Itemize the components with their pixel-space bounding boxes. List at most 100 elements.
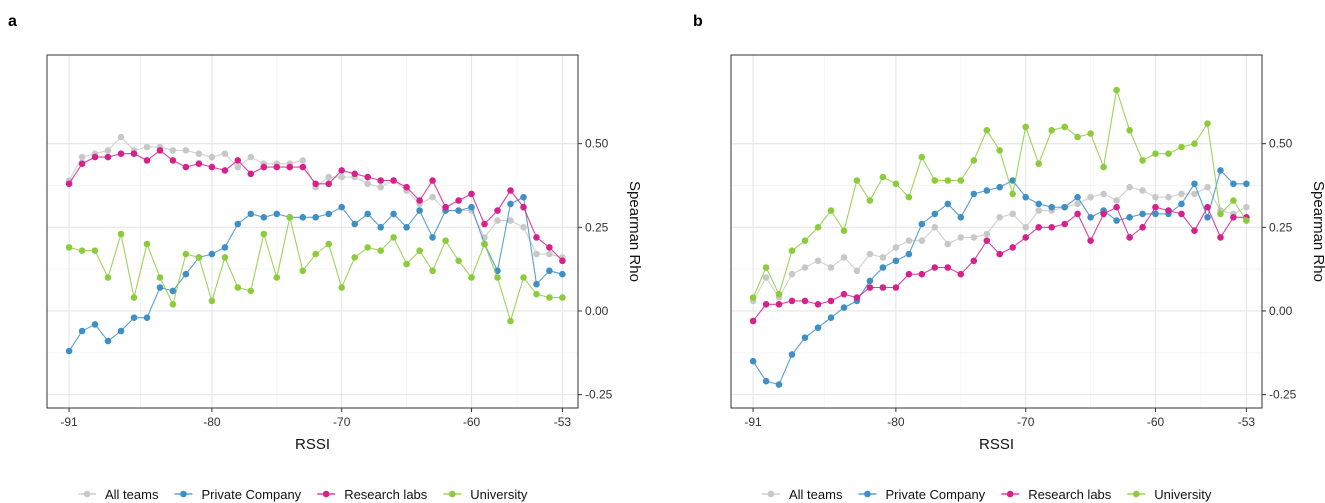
x-tick-label: -60 bbox=[463, 415, 481, 429]
data-point bbox=[1022, 224, 1029, 231]
data-point bbox=[1022, 234, 1029, 241]
data-point bbox=[429, 234, 436, 241]
y-tick-label: 0.50 bbox=[1269, 137, 1293, 151]
data-point bbox=[364, 181, 371, 188]
data-point bbox=[520, 274, 527, 281]
data-point bbox=[338, 284, 345, 291]
plot-border bbox=[731, 55, 1262, 408]
data-point bbox=[222, 254, 229, 261]
data-point bbox=[854, 268, 861, 275]
data-point bbox=[802, 237, 809, 244]
data-point bbox=[364, 174, 371, 181]
data-point bbox=[919, 237, 926, 244]
data-point bbox=[893, 181, 900, 188]
data-point bbox=[300, 214, 307, 221]
data-point bbox=[235, 164, 242, 171]
data-point bbox=[1126, 214, 1133, 221]
data-point bbox=[958, 177, 965, 184]
data-point bbox=[546, 244, 553, 251]
data-point bbox=[1048, 204, 1055, 211]
data-point bbox=[1191, 227, 1198, 234]
data-point bbox=[815, 301, 822, 308]
data-point bbox=[429, 268, 436, 275]
data-point bbox=[815, 324, 822, 331]
data-point bbox=[1165, 150, 1172, 157]
data-point bbox=[235, 284, 242, 291]
data-point bbox=[338, 204, 345, 211]
data-point bbox=[196, 254, 203, 261]
data-point bbox=[287, 214, 294, 221]
data-point bbox=[338, 174, 345, 181]
legend-label: University bbox=[1154, 487, 1212, 502]
data-point bbox=[546, 251, 553, 258]
legend-key-point bbox=[864, 491, 871, 498]
data-point bbox=[1139, 157, 1146, 164]
data-point bbox=[261, 214, 268, 221]
data-point bbox=[828, 264, 835, 271]
data-point bbox=[1100, 211, 1107, 218]
data-point bbox=[1217, 211, 1224, 218]
data-point bbox=[105, 338, 112, 345]
data-point bbox=[996, 147, 1003, 154]
data-point bbox=[996, 184, 1003, 191]
panel-letter: b bbox=[693, 13, 703, 30]
data-point bbox=[841, 254, 848, 261]
data-point bbox=[854, 177, 861, 184]
data-point bbox=[118, 231, 125, 238]
data-point bbox=[312, 214, 319, 221]
series-line-university bbox=[753, 90, 1246, 298]
data-point bbox=[390, 234, 397, 241]
data-point bbox=[338, 167, 345, 174]
data-point bbox=[996, 214, 1003, 221]
data-point bbox=[1178, 201, 1185, 208]
data-point bbox=[196, 150, 203, 157]
data-point bbox=[867, 197, 874, 204]
data-point bbox=[763, 301, 770, 308]
data-point bbox=[828, 207, 835, 214]
data-point bbox=[377, 184, 384, 191]
data-point bbox=[854, 294, 861, 301]
data-point bbox=[1009, 191, 1016, 198]
data-point bbox=[481, 241, 488, 248]
x-tick-label: -53 bbox=[554, 415, 572, 429]
data-point bbox=[248, 288, 255, 295]
data-point bbox=[351, 254, 358, 261]
data-point bbox=[92, 154, 99, 161]
data-point bbox=[274, 164, 281, 171]
data-point bbox=[131, 294, 138, 301]
x-axis: -91 -80 -70 -60 -53RSSI bbox=[744, 408, 1255, 453]
x-tick-label: -70 bbox=[1017, 415, 1035, 429]
data-point bbox=[235, 221, 242, 228]
data-point bbox=[300, 268, 307, 275]
data-point bbox=[802, 334, 809, 341]
legend-item: Research labs bbox=[1001, 487, 1112, 502]
data-point bbox=[494, 217, 501, 224]
y-tick-label: -0.25 bbox=[1269, 388, 1297, 402]
data-point bbox=[274, 274, 281, 281]
data-point bbox=[867, 278, 874, 285]
data-point bbox=[209, 251, 216, 258]
data-point bbox=[750, 318, 757, 325]
data-point bbox=[312, 181, 319, 188]
data-point bbox=[66, 244, 73, 251]
data-point bbox=[1074, 211, 1081, 218]
legend-label: All teams bbox=[789, 487, 843, 502]
data-point bbox=[1152, 204, 1159, 211]
data-point bbox=[468, 204, 475, 211]
legend-item: All teams bbox=[762, 487, 843, 502]
data-point bbox=[105, 147, 112, 154]
y-tick-label: -0.25 bbox=[585, 388, 613, 402]
data-point bbox=[222, 150, 229, 157]
data-point bbox=[1087, 130, 1094, 137]
data-point bbox=[906, 251, 913, 258]
data-point bbox=[1139, 187, 1146, 194]
data-point bbox=[183, 271, 190, 278]
data-point bbox=[971, 234, 978, 241]
data-point bbox=[507, 318, 514, 325]
data-point bbox=[559, 271, 566, 278]
data-point bbox=[157, 274, 164, 281]
data-point bbox=[442, 237, 449, 244]
y-axis: -0.25 0.00 0.25 0.50 Spearman Rho bbox=[578, 137, 643, 402]
data-point bbox=[919, 271, 926, 278]
data-point bbox=[1204, 120, 1211, 127]
